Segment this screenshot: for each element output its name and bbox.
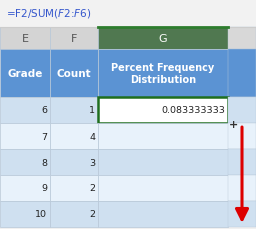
Text: +: +	[229, 120, 238, 129]
Text: =F2/SUM($F$2:$F$6): =F2/SUM($F$2:$F$6)	[6, 8, 92, 20]
Bar	[0, 0, 256, 28]
Text: Percent Frequency
Distribution: Percent Frequency Distribution	[111, 63, 215, 85]
Bar	[50, 149, 98, 175]
Bar	[0, 123, 50, 149]
Bar	[50, 123, 98, 149]
Bar	[98, 98, 228, 123]
Bar	[98, 28, 228, 50]
Bar	[228, 50, 256, 98]
Bar	[50, 201, 98, 227]
Bar	[50, 98, 98, 123]
Bar	[228, 98, 256, 123]
Bar	[228, 123, 256, 149]
Text: F: F	[71, 34, 77, 44]
Text: 0.083333333: 0.083333333	[161, 106, 225, 115]
Bar	[228, 28, 256, 50]
Text: 4: 4	[89, 132, 95, 141]
Text: 3: 3	[89, 158, 95, 167]
Bar	[98, 175, 228, 201]
Bar	[228, 175, 256, 201]
Text: 6: 6	[41, 106, 47, 115]
Bar	[0, 175, 50, 201]
Bar	[50, 175, 98, 201]
Text: 9: 9	[41, 184, 47, 193]
Bar	[98, 201, 228, 227]
Bar	[0, 98, 50, 123]
Text: 7: 7	[41, 132, 47, 141]
Text: Grade: Grade	[7, 69, 43, 79]
Text: 10: 10	[35, 210, 47, 218]
Text: G: G	[159, 34, 167, 44]
Bar	[0, 28, 256, 50]
Bar	[0, 50, 50, 98]
Bar	[0, 149, 50, 175]
Text: 8: 8	[41, 158, 47, 167]
Bar	[98, 123, 228, 149]
Bar	[50, 28, 98, 50]
Text: 2: 2	[89, 184, 95, 193]
Text: 1: 1	[89, 106, 95, 115]
Bar	[50, 50, 98, 98]
Bar	[0, 28, 50, 50]
Bar	[98, 149, 228, 175]
Bar	[228, 201, 256, 227]
Bar	[98, 50, 228, 98]
Bar	[228, 149, 256, 175]
Text: Count: Count	[57, 69, 91, 79]
Bar	[0, 201, 50, 227]
Text: E: E	[22, 34, 28, 44]
Text: 2: 2	[89, 210, 95, 218]
